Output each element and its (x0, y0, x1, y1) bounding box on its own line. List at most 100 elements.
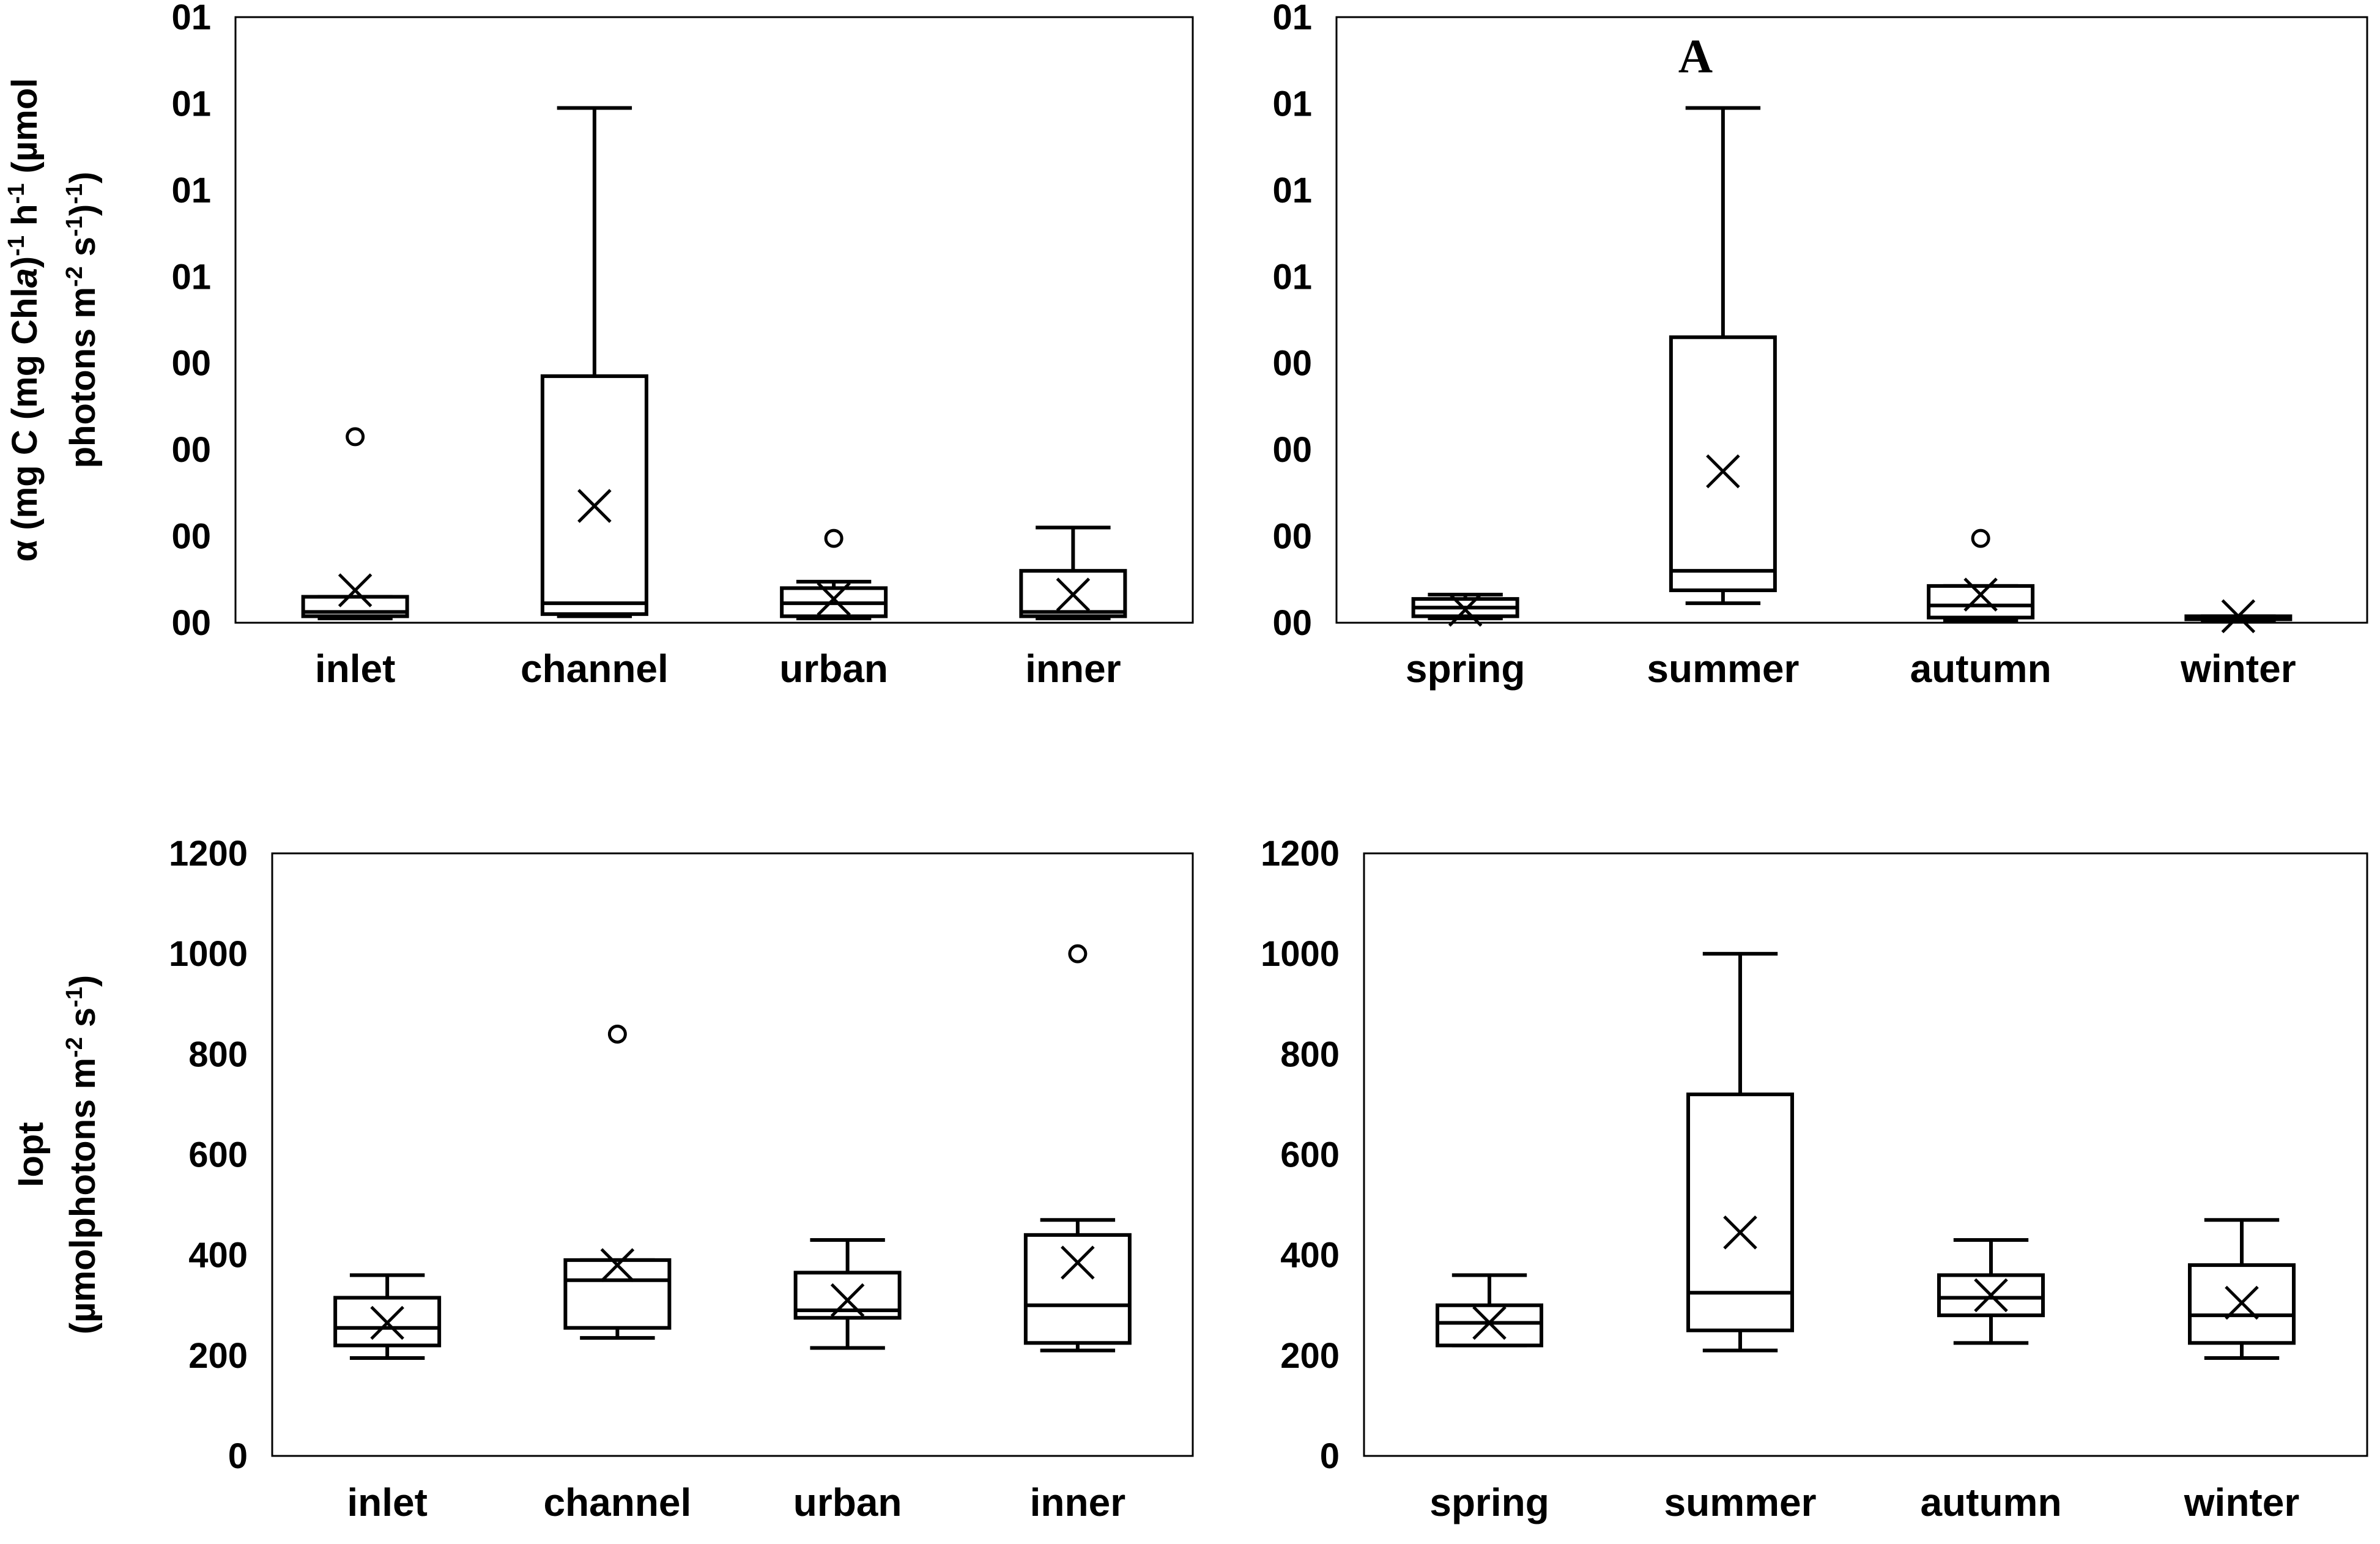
box-summer (1669, 106, 1777, 606)
y-axis-label: α (mg C (mg Chla)-1 h-1 (µmol (4, 78, 45, 562)
plot-frame (1335, 16, 2368, 624)
iqr-box (1927, 584, 2035, 620)
mean-marker (1963, 577, 1998, 612)
y-tick-label: 00 (1272, 344, 1312, 384)
y-tick-label: 00 (171, 344, 211, 384)
outlier-point (346, 427, 365, 447)
mean-marker (1061, 1245, 1095, 1280)
y-tick-label: 01 (171, 257, 211, 297)
y-tick-label: 01 (171, 84, 211, 124)
mean-marker (1723, 1215, 1757, 1250)
iqr-box (1023, 1233, 1132, 1345)
x-category-label: channel (521, 647, 669, 691)
box-channel (540, 106, 648, 618)
plot-frame (234, 16, 1194, 624)
chart-panel-bottom-left: 0 200 400 600 800 1000 1200 inlet channel urban in… (11, 834, 1194, 1524)
outlier-point (824, 529, 843, 548)
y-tick-label: 01 (1272, 257, 1312, 297)
x-category-label: inner (1025, 647, 1121, 691)
y-tick-label: 200 (1280, 1336, 1340, 1376)
y-tick-label: 800 (188, 1034, 248, 1074)
box-inlet (333, 1273, 442, 1360)
mean-marker (1974, 1278, 2008, 1313)
x-category-label: winter (2184, 1480, 2299, 1524)
y-tick-label: 0 (228, 1436, 248, 1476)
y-tick-label: 1000 (169, 934, 248, 974)
y-tick-label: 1000 (1261, 934, 1340, 974)
iqr-box (1019, 569, 1127, 618)
outlier-point (607, 1025, 627, 1044)
mean-marker (600, 1248, 635, 1282)
iqr-box (1937, 1273, 2045, 1318)
mean-marker (830, 1283, 865, 1318)
y-tick-label: 1200 (1261, 834, 1340, 874)
chart-panels: 00 00 00 00 01 01 01 01 inlet channel urban inner α … (4, 0, 2368, 1524)
y-tick-label: 01 (1272, 84, 1312, 124)
y-tick-label: 200 (188, 1336, 248, 1376)
x-category-label: spring (1429, 1480, 1549, 1524)
y-tick-label: 400 (1280, 1236, 1340, 1275)
box-inlet (301, 427, 409, 620)
mean-marker (1448, 593, 1483, 627)
mean-marker (2221, 599, 2256, 634)
box-autumn (1927, 529, 2035, 623)
x-category-label: winter (2180, 647, 2296, 691)
box-spring (1436, 1273, 1543, 1348)
y-tick-label: 00 (1272, 603, 1312, 643)
mean-marker (817, 582, 851, 616)
iqr-box (1436, 1303, 1543, 1348)
x-category-label: urban (793, 1480, 902, 1524)
plot-frame (271, 852, 1194, 1457)
box-autumn (1937, 1238, 2045, 1345)
chart-panel-bottom-right: 0 200 400 600 800 1000 1200 spring summer autumn w… (1261, 834, 2368, 1524)
y-tick-label: 01 (1272, 0, 1312, 37)
box-summer (1686, 952, 1794, 1353)
panel-annotation: A (1678, 29, 1713, 83)
x-category-label: autumn (1910, 647, 2052, 691)
plot-frame (1363, 852, 2368, 1457)
iqr-box (563, 1258, 672, 1330)
iqr-box (540, 374, 648, 616)
x-category-label: inlet (347, 1480, 428, 1524)
y-tick-label: 600 (1280, 1135, 1340, 1175)
mean-marker (1472, 1305, 1507, 1340)
box-winter (2188, 1218, 2296, 1360)
y-tick-label: 01 (1272, 171, 1312, 210)
mean-marker (1706, 454, 1740, 489)
y-tick-label: 01 (171, 0, 211, 37)
iqr-box (333, 1296, 442, 1348)
y-tick-label: 00 (1272, 517, 1312, 557)
y-tick-label: 00 (171, 603, 211, 643)
x-category-label: autumn (1920, 1480, 2061, 1524)
outlier-point (1068, 944, 1088, 963)
mean-marker (338, 573, 373, 607)
outlier-point (1971, 529, 1990, 548)
chart-panel-top-left: 00 00 00 00 01 01 01 01 inlet channel urban inner α … (4, 0, 1194, 691)
box-spring (1411, 593, 1519, 627)
x-category-label: inner (1030, 1480, 1125, 1524)
y-axis-label: photons m-2 s-1)-1) (62, 172, 103, 469)
mean-marker (1056, 577, 1091, 612)
mean-marker (370, 1305, 404, 1340)
iqr-box (1686, 1093, 1794, 1332)
y-tick-label: 1200 (169, 834, 248, 874)
iqr-box (1669, 335, 1777, 592)
box-winter (2184, 599, 2293, 634)
x-category-label: summer (1664, 1480, 1817, 1524)
y-tick-label: 400 (188, 1236, 248, 1275)
box-channel (563, 1025, 672, 1340)
box-urban (793, 1238, 902, 1350)
x-category-label: inlet (315, 647, 396, 691)
y-tick-label: 800 (1280, 1034, 1340, 1074)
box-inner (1019, 525, 1127, 620)
x-category-label: channel (543, 1480, 691, 1524)
mean-marker (2225, 1285, 2259, 1320)
x-category-label: urban (779, 647, 888, 691)
y-tick-label: 00 (171, 517, 211, 557)
chart-panel-top-right: 00 00 00 00 01 01 01 01 spring summer autumn winter… (1272, 0, 2368, 691)
y-axis-label: Iopt (11, 1122, 51, 1187)
y-tick-label: 600 (188, 1135, 248, 1175)
x-category-label: spring (1406, 647, 1525, 691)
y-tick-label: 00 (1272, 430, 1312, 470)
